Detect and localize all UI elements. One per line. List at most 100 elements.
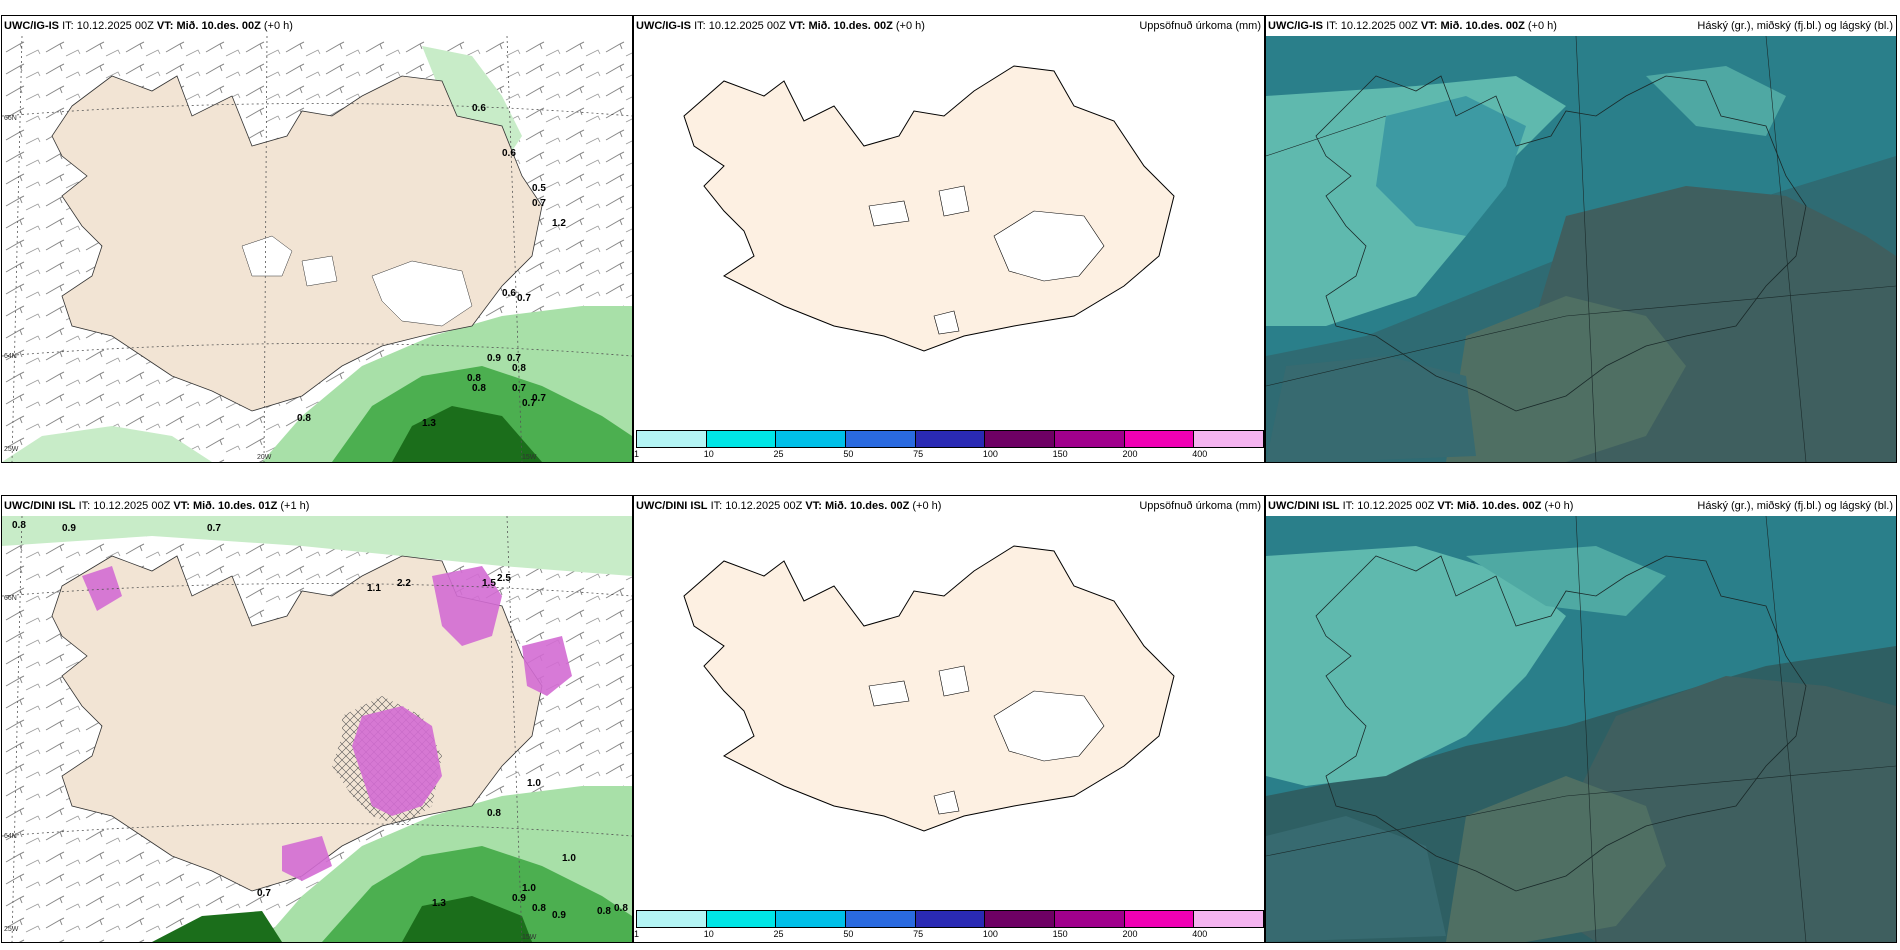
colorbar-label: 25: [773, 449, 784, 459]
wind-map: 66N 64N 25W 15W 0.8 0.9 0.7 2.2 1.1 1.5 2.5 0.8…: [2, 516, 632, 942]
colorbar-label: 25: [773, 929, 784, 939]
colorbar-label: 75: [913, 929, 924, 939]
cloud-map-svg: [1266, 516, 1896, 942]
vt-value: Mið. 10.des. 00Z: [808, 20, 893, 32]
lead-time: (+0 h): [895, 20, 925, 32]
colorbar: 1 10 25 50 75 100 150 200 400: [634, 910, 1264, 942]
value-label: 1.3: [422, 418, 436, 429]
vt-value: Mið. 10.des. 00Z: [1456, 500, 1542, 512]
panel-header: UWC/IG-IS IT: 10.12.2025 00Z VT: Mið. 10…: [1266, 16, 1896, 36]
value-label: 0.7: [257, 888, 271, 899]
panel-header: UWC/IG-IS IT: 10.12.2025 00Z VT: Mið. 10…: [634, 16, 1264, 36]
colorbar-swatch: [1124, 911, 1195, 927]
colorbar-label: 1: [634, 929, 640, 939]
colorbar-swatch: [776, 911, 847, 927]
it-value: 10.12.2025 00Z: [1340, 20, 1418, 32]
colorbar-swatch: [1194, 431, 1264, 447]
iceland-outline: [51, 75, 543, 412]
it-label: IT:: [694, 20, 706, 32]
vt-label: VT:: [173, 500, 190, 512]
wind-map-svg: 66N 64N 25W 20W 15W 0.60.60.50.71.20.6 0.…: [2, 36, 632, 462]
precip-map-svg: [634, 516, 1264, 910]
colorbar-swatch: [915, 911, 986, 927]
it-value: 10.12.2025 00Z: [708, 20, 786, 32]
it-value: 10.12.2025 00Z: [1357, 500, 1435, 512]
wind-map: 66N 64N 25W 20W 15W 0.6 0.6 0.5 0.7 1.2 0.6 0.…: [2, 36, 632, 462]
precip-map: [634, 516, 1264, 910]
vt-label: VT:: [1437, 500, 1454, 512]
value-label: 0.7: [532, 198, 546, 209]
value-label: 1.0: [527, 778, 541, 789]
panel-wind-dini: UWC/DINI ISL IT: 10.12.2025 00Z VT: Mið.…: [1, 495, 633, 943]
colorbar-label: 400: [1192, 929, 1208, 939]
value-label: 0.7: [522, 398, 536, 409]
value-label: 0.7: [517, 293, 531, 304]
colorbar-swatch: [846, 431, 916, 447]
panel-title: Háský (gr.), miðský (fj.bl.) og lágský (…: [1697, 20, 1893, 32]
colorbar-labels: 1 10 25 50 75 100 150 200 400: [634, 929, 1264, 941]
lon-label: 20W: [257, 454, 272, 461]
vt-value: Mið. 10.des. 00Z: [824, 500, 910, 512]
lead-time: (+0 h): [263, 20, 293, 32]
value-label: 0.9: [487, 353, 501, 364]
colorbar-label: 400: [1192, 449, 1208, 459]
colorbar-label: 50: [843, 449, 854, 459]
value-label: 0.9: [512, 893, 526, 904]
vt-label: VT:: [156, 20, 174, 32]
colorbar-swatches: [636, 430, 1264, 448]
panel-header: UWC/IG-IS IT: 10.12.2025 00Z VT: Mið. 10…: [2, 16, 632, 36]
value-label: 0.7: [507, 353, 521, 364]
value-label: 0.8: [487, 808, 501, 819]
vt-value: Mið. 10.des. 01Z: [192, 500, 278, 512]
it-label: IT:: [78, 500, 91, 512]
value-label: 0.8: [12, 520, 26, 531]
colorbar: 1 10 25 50 75 100 150 200 400: [634, 430, 1264, 462]
colorbar-swatch: [1055, 911, 1125, 927]
value-label: 0.6: [502, 148, 516, 159]
model-name: UWC/DINI ISL: [636, 500, 708, 512]
vt-value: Mið. 10.des. 00Z: [176, 20, 261, 32]
colorbar-label: 50: [843, 929, 854, 939]
it-label: IT:: [1326, 20, 1338, 32]
it-label: IT:: [1342, 500, 1355, 512]
colorbar-swatch: [985, 911, 1056, 927]
it-value: 10.12.2025 00Z: [76, 20, 154, 32]
colorbar-label: 200: [1122, 929, 1138, 939]
vt-label: VT:: [805, 500, 822, 512]
value-label: 0.8: [614, 903, 628, 914]
colorbar-label: 200: [1122, 449, 1138, 459]
value-label: 0.5: [532, 183, 546, 194]
model-name: UWC/DINI ISL: [1268, 500, 1340, 512]
colorbar-swatch: [776, 431, 847, 447]
value-label: 0.8: [512, 363, 526, 374]
panel-cloud-dini: UWC/DINI ISL IT: 10.12.2025 00Z VT: Mið.…: [1265, 495, 1897, 943]
value-label: 1.5: [482, 578, 496, 589]
panel-precip-ig: UWC/IG-IS IT: 10.12.2025 00Z VT: Mið. 10…: [633, 15, 1265, 463]
it-value: 10.12.2025 00Z: [725, 500, 803, 512]
lead-time: (+0 h): [912, 500, 942, 512]
value-label: 0.6: [502, 288, 516, 299]
panel-title: Uppsöfnuð úrkoma (mm): [1139, 20, 1261, 32]
colorbar-labels: 1 10 25 50 75 100 150 200 400: [634, 449, 1264, 461]
lon-label: 15W: [522, 934, 537, 941]
panel-wind-ig: UWC/IG-IS IT: 10.12.2025 00Z VT: Mið. 10…: [1, 15, 633, 463]
value-label: 0.8: [467, 373, 481, 384]
lat-label: 66N: [4, 595, 17, 602]
lat-label: 66N: [4, 115, 17, 122]
value-label: 0.8: [532, 903, 546, 914]
cloud-map: [1266, 516, 1896, 942]
precip-map: [634, 36, 1264, 430]
colorbar-label: 100: [982, 929, 998, 939]
model-name: UWC/DINI ISL: [4, 500, 76, 512]
cloud-map-svg: [1266, 36, 1896, 462]
iceland-outline: [1315, 75, 1807, 412]
value-label: 1.3: [432, 898, 446, 909]
colorbar-swatch: [1055, 431, 1125, 447]
it-label: IT:: [62, 20, 74, 32]
colorbar-label: 10: [703, 929, 714, 939]
value-label: 0.7: [207, 523, 221, 534]
lon-label: 15W: [522, 454, 537, 461]
value-label: 0.9: [62, 523, 76, 534]
colorbar-swatch: [915, 431, 986, 447]
iceland-outline: [1315, 555, 1807, 892]
